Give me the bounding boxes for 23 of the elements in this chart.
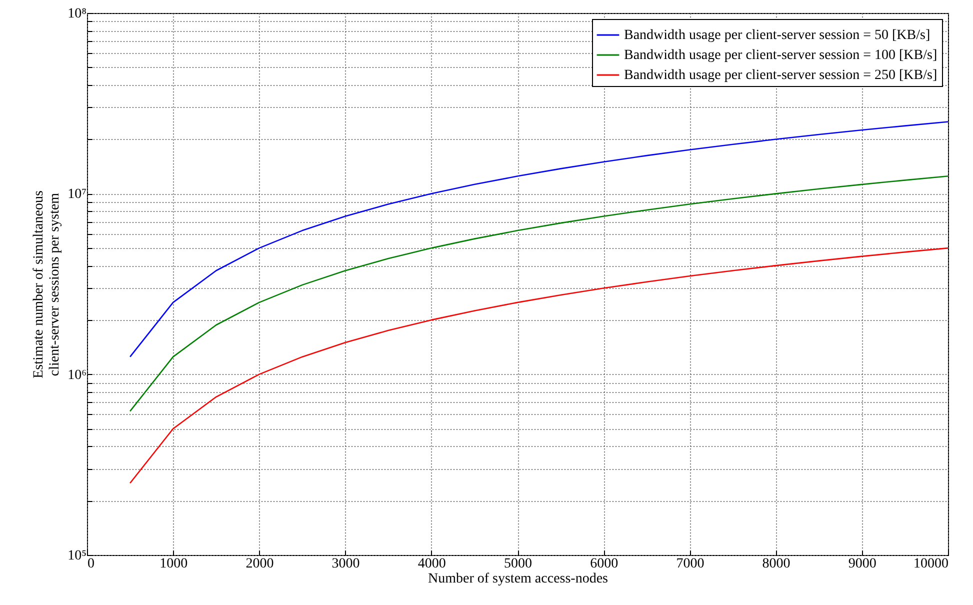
line-series [129,176,949,412]
x-tick-label: 1000 [160,556,188,572]
y-tick-label: 10⁵ [68,548,87,564]
x-tick-label: 3000 [332,556,360,572]
x-tick-label: 7000 [676,556,704,572]
x-tick-label: 8000 [762,556,790,572]
x-tick-label: 9000 [848,556,876,572]
y-tick-label: 10⁶ [68,368,87,383]
x-tick-label: 5000 [504,556,532,572]
legend-label: Bandwidth usage per client-server session = 250 [KB/s] [624,68,938,83]
y-axis-title: Estimate number of simultaneous client-server sessions per system [32,190,63,378]
line-series [129,121,949,358]
legend-label: Bandwidth usage per client-server session = 100 [KB/s] [624,48,938,63]
y-tick-label: 10⁸ [68,6,87,22]
x-tick-label: 6000 [590,556,618,572]
line-series [129,247,949,484]
x-tick-label: 4000 [418,556,446,572]
x-tick-label: 2000 [246,556,274,572]
legend-label: Bandwidth usage per client-server session = 50 [KB/s] [624,28,930,43]
x-axis-title: Number of system access-nodes [428,572,608,586]
x-tick-label: 10000 [914,556,948,572]
x-tick-label: 0 [88,556,94,572]
y-tick-label: 10⁷ [68,187,87,202]
